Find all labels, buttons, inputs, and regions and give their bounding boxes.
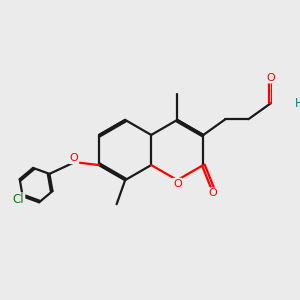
Text: O: O <box>266 73 275 82</box>
Text: O: O <box>208 188 217 198</box>
Text: H: H <box>294 97 300 110</box>
Text: Cl: Cl <box>13 193 24 206</box>
Text: O: O <box>173 179 182 189</box>
Text: O: O <box>70 153 78 163</box>
